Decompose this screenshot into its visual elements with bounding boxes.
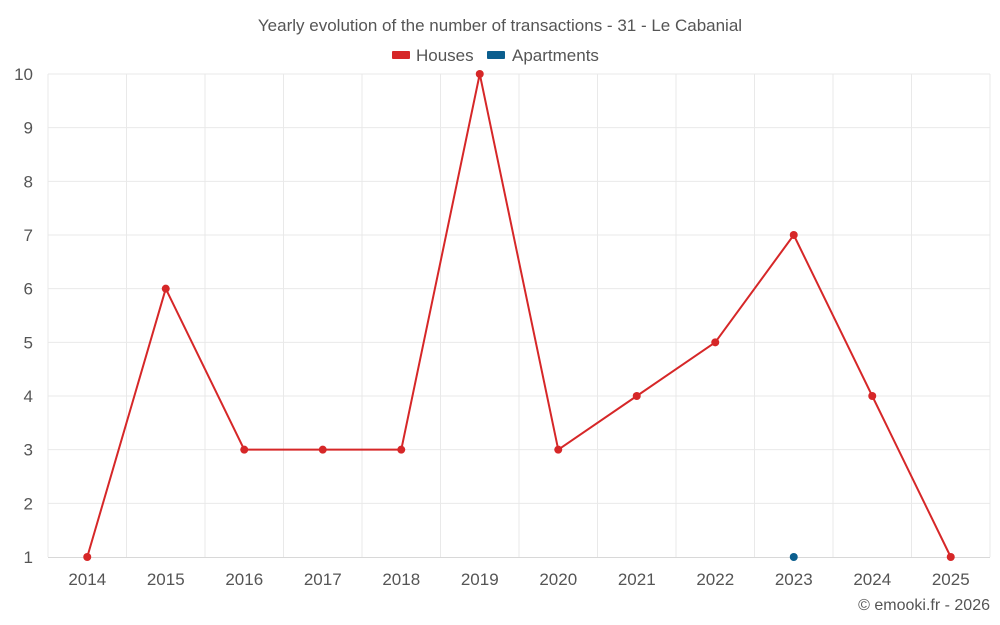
- x-gridlines: [47, 74, 991, 557]
- legend-swatch-apartments: [487, 51, 505, 59]
- x-tick-label: 2020: [539, 570, 577, 589]
- data-point-houses[interactable]: [318, 445, 327, 454]
- y-tick-label: 1: [24, 548, 33, 567]
- series-layer: [83, 70, 955, 561]
- x-tick-label: 2017: [304, 570, 342, 589]
- chart-title: Yearly evolution of the number of transa…: [258, 16, 742, 35]
- x-tick-label: 2023: [775, 570, 813, 589]
- x-tick-label: 2015: [147, 570, 185, 589]
- data-point-houses[interactable]: [789, 231, 798, 239]
- credit-text[interactable]: © emooki.fr - 2026: [858, 597, 990, 614]
- data-point-houses[interactable]: [632, 392, 641, 400]
- x-tick-label: 2024: [853, 570, 891, 589]
- legend-label-apartments: Apartments: [512, 46, 599, 65]
- data-point-houses[interactable]: [161, 284, 170, 293]
- x-tick-label: 2025: [932, 570, 970, 589]
- data-point-houses[interactable]: [868, 392, 877, 400]
- data-point-houses[interactable]: [946, 553, 955, 561]
- data-point-houses[interactable]: [240, 445, 249, 454]
- data-point-houses[interactable]: [83, 553, 92, 561]
- legend-item-houses[interactable]: Houses: [392, 46, 474, 65]
- x-tick-label: 2021: [618, 570, 656, 589]
- data-point-houses[interactable]: [397, 445, 406, 454]
- x-tick-label: 2016: [225, 570, 263, 589]
- y-tick-label: 5: [24, 333, 33, 352]
- y-tick-label: 3: [24, 441, 33, 460]
- data-point-houses[interactable]: [554, 445, 563, 454]
- legend: Houses Apartments: [392, 46, 599, 65]
- x-axis-labels: 2014 2015 2016 2017 2018 2019 2020 2021 …: [68, 570, 969, 589]
- legend-swatch-houses: [392, 51, 410, 59]
- y-tick-label: 2: [24, 494, 33, 513]
- y-tick-label: 6: [24, 280, 33, 299]
- y-tick-label: 10: [14, 65, 33, 84]
- data-point-apartments[interactable]: [789, 553, 798, 561]
- data-point-houses[interactable]: [711, 338, 720, 347]
- x-tick-label: 2018: [382, 570, 420, 589]
- y-axis-labels: 1 2 3 4 5 6 7 8 9 10: [14, 65, 33, 567]
- x-tick-label: 2022: [696, 570, 734, 589]
- y-tick-label: 7: [24, 226, 33, 245]
- y-tick-label: 4: [24, 387, 33, 406]
- legend-item-apartments[interactable]: Apartments: [487, 46, 599, 65]
- data-point-houses[interactable]: [475, 70, 484, 78]
- series-line-houses: [86, 73, 952, 558]
- legend-label-houses: Houses: [416, 46, 474, 65]
- y-tick-label: 8: [24, 172, 33, 191]
- x-tick-label: 2019: [461, 570, 499, 589]
- x-tick-label: 2014: [68, 570, 106, 589]
- y-tick-label: 9: [24, 119, 33, 138]
